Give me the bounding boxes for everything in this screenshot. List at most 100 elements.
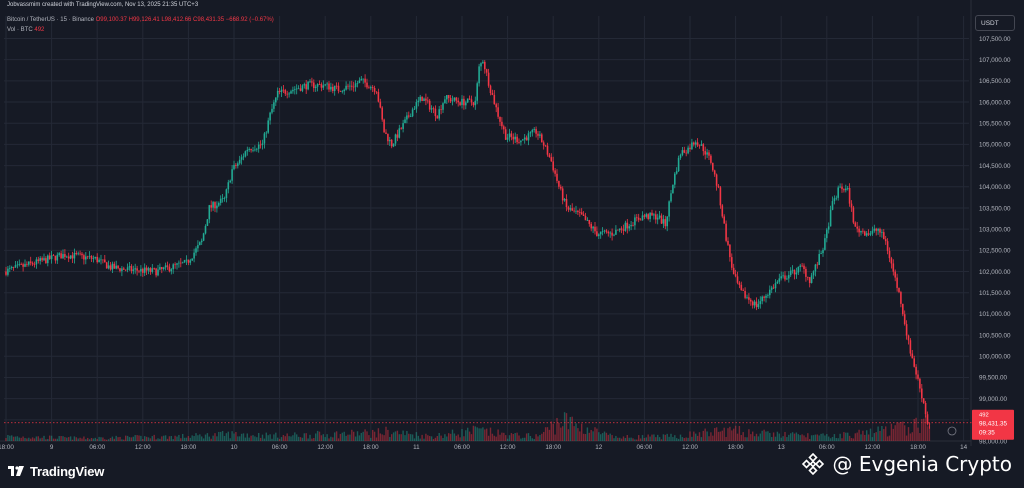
candle-body [39,258,41,261]
volume-bar [816,434,818,441]
candle-body [765,295,767,298]
volume-bar [201,436,203,441]
candle-body [189,260,192,263]
volume-bar [368,435,370,441]
volume-bar [178,434,180,441]
volume-bar [664,434,666,441]
candle-body [288,93,290,95]
y-tick-label: 105,500.00 [979,121,1011,128]
volume-bar [670,433,672,441]
candle-body [337,85,340,92]
volume-bar [714,428,716,441]
volume-bar [651,434,653,441]
volume-bar [104,439,106,441]
candle-body [172,264,174,270]
candle-body [643,215,646,217]
candle-body [56,254,59,261]
volume-bar [354,436,357,441]
volume-bar [919,433,921,441]
candle-body [387,133,389,142]
volume-bar [102,437,104,441]
y-tick-label: 99,000.00 [979,396,1008,403]
candle-body [352,86,355,88]
candle-body [178,262,180,264]
candle-body [466,98,469,103]
volume-bar [9,435,11,441]
candle-body [470,99,473,103]
volume-bar [164,435,167,441]
candle-body [373,87,376,92]
volume-bar [702,430,704,441]
y-tick-label: 104,500.00 [979,163,1011,170]
candle-body [529,132,532,134]
candle-body [818,254,820,265]
candle-body [793,269,796,275]
candle-body [455,97,458,101]
volume-bar [736,433,739,441]
volume-bar [620,438,623,441]
volume-bar [911,432,913,441]
candle-body [256,148,258,150]
volume-bar [677,438,680,441]
candle-body [485,69,488,73]
symbol-name[interactable]: Bitcoin / TetherUS · 15 · Binance [7,17,94,23]
watermark-text: @ Evgenia Crypto [832,452,1012,476]
candle-body [58,253,60,255]
candle-body [140,268,142,272]
candle-body [537,133,539,136]
candle-body [459,102,461,105]
candle-body [358,80,361,84]
candle-body [588,219,591,224]
candle-body [170,269,173,272]
x-tick-label: 9 [50,444,54,451]
volume-bar [316,430,319,441]
volume-bar [111,436,114,441]
candle-body [421,96,423,101]
volume-bar [85,439,87,441]
volume-bar [237,436,239,441]
volume-bar [508,435,511,441]
volume-bar [706,431,708,441]
candle-body [50,255,53,260]
candle-body [330,86,332,90]
candle-body [14,265,17,268]
volume-bar [271,438,273,441]
volume-bar [786,437,788,441]
volume-bar [155,439,157,441]
candle-body [501,121,503,127]
volume-bar [453,433,456,441]
volume-bar [252,435,254,441]
candle-body [584,215,587,221]
volume-bar [425,433,427,441]
candle-body [153,268,155,269]
volume-bar [256,437,258,441]
candle-body [332,86,334,92]
volume-bar [527,433,530,441]
volume-bar [377,428,380,441]
candle-body [877,228,879,231]
volume-bar [31,437,34,441]
candle-body [670,193,672,202]
x-tick-label: 18:00 [181,444,197,451]
volume-bar [267,435,269,441]
volume-bar [269,434,271,441]
candle-body [10,266,13,268]
candle-body [850,203,853,208]
ohlc-open: O99,100.37 [95,17,127,23]
candle-body [187,259,190,263]
candle-body [136,268,138,271]
tradingview-logo[interactable]: TradingView [8,462,104,480]
volume-bar [50,435,53,441]
volume-bar [41,437,43,441]
candle-body [419,96,421,101]
candle-body [35,259,38,265]
candle-body [16,264,19,266]
candle-body [257,144,260,149]
volume-bar [491,433,494,441]
volume-label[interactable]: Vol · BTC [7,27,33,33]
candle-body [896,277,898,288]
currency-selector[interactable]: USDT [975,15,1015,31]
volume-bar [193,436,195,441]
volume-bar [106,439,108,441]
